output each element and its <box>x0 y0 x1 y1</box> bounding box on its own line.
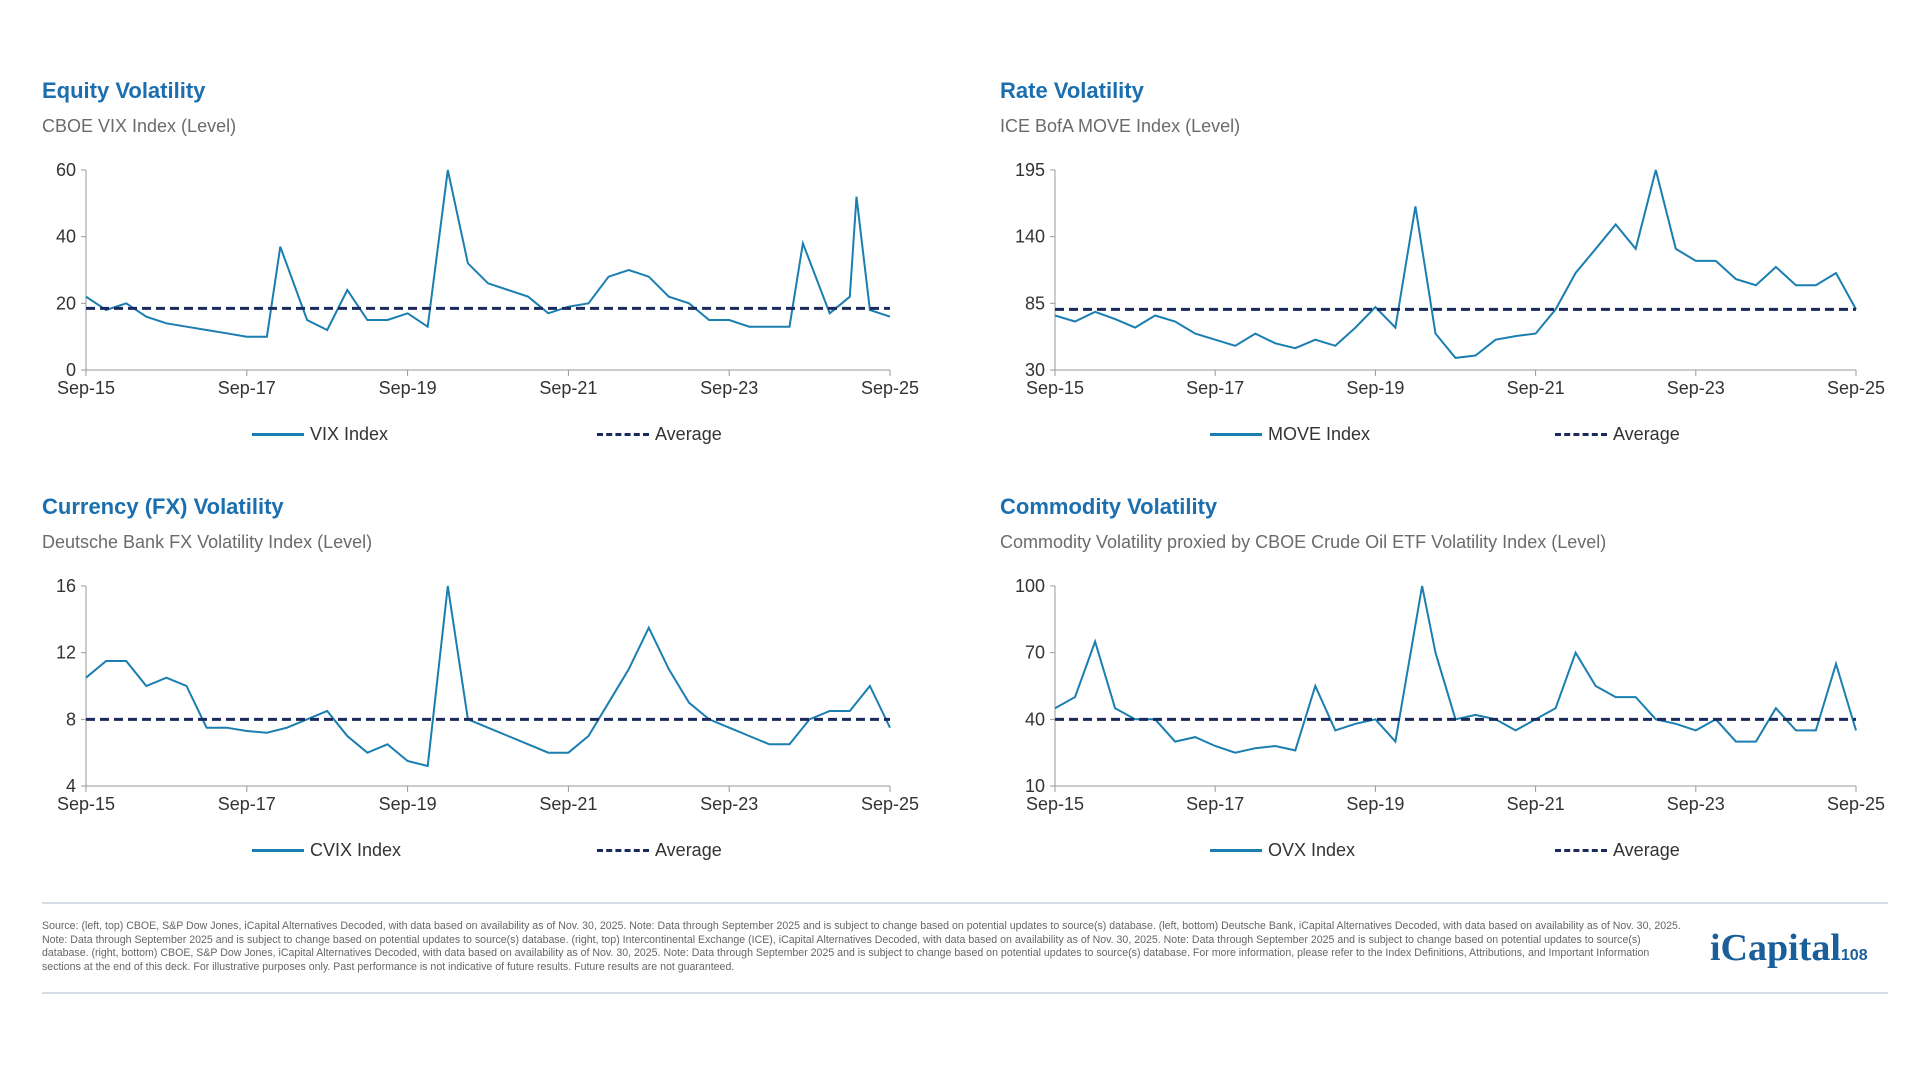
x-tick-label: Sep-23 <box>1667 794 1725 814</box>
x-tick-label: Sep-19 <box>379 378 437 398</box>
chart-subtitle: CBOE VIX Index (Level) <box>42 116 237 136</box>
x-tick-label: Sep-21 <box>1507 794 1565 814</box>
divider <box>42 992 1888 994</box>
y-tick-label: 100 <box>1015 576 1045 596</box>
line-chart: 30 85 140 195 Sep-15 Sep-17 Sep-19 Sep-21 Sep-23… <box>1015 160 1885 398</box>
legend-swatch <box>1555 433 1607 436</box>
y-tick-label: 20 <box>56 293 76 313</box>
chart-title: Commodity Volatility <box>1000 494 1218 519</box>
legend-item-average: Average <box>597 840 722 861</box>
y-tick-label: 4 <box>66 776 76 796</box>
divider <box>42 902 1888 904</box>
x-tick-label: Sep-25 <box>1827 378 1885 398</box>
line-chart: 0 20 40 60 Sep-15 Sep-17 Sep-19 Sep-21 Sep-23 Sep… <box>56 160 919 398</box>
y-tick-label: 10 <box>1025 776 1045 796</box>
legend-swatch <box>597 849 649 852</box>
x-tick-label: Sep-23 <box>700 378 758 398</box>
x-tick-label: Sep-21 <box>1507 378 1565 398</box>
chart-title: Currency (FX) Volatility <box>42 494 284 519</box>
chart-panel: Commodity Volatility Commodity Volatilit… <box>1000 494 1900 914</box>
y-tick-label: 40 <box>56 227 76 247</box>
legend-swatch <box>252 849 304 852</box>
series-line <box>85 169 891 338</box>
y-tick-label: 40 <box>1025 709 1045 729</box>
chart-title: Equity Volatility <box>42 78 206 103</box>
chart-panel: Equity Volatility CBOE VIX Index (Level)… <box>42 78 942 498</box>
legend-swatch <box>1210 433 1262 436</box>
legend-swatch <box>597 433 649 436</box>
legend-item-series: CVIX Index <box>252 840 401 861</box>
legend-item-series: VIX Index <box>252 424 388 445</box>
x-tick-label: Sep-17 <box>218 794 276 814</box>
x-tick-label: Sep-15 <box>57 794 115 814</box>
line-chart: 10 40 70 100 Sep-15 Sep-17 Sep-19 Sep-21 Sep-23 S… <box>1015 576 1885 814</box>
legend-item-series: MOVE Index <box>1210 424 1370 445</box>
x-tick-label: Sep-25 <box>861 378 919 398</box>
x-tick-label: Sep-17 <box>218 378 276 398</box>
y-tick-label: 85 <box>1025 293 1045 313</box>
line-chart: 4 8 12 16 Sep-15 Sep-17 Sep-19 Sep-21 Sep-23 Sep-… <box>56 576 919 814</box>
series-line <box>1054 585 1857 754</box>
x-tick-label: Sep-23 <box>700 794 758 814</box>
y-tick-label: 0 <box>66 360 76 380</box>
y-tick-label: 30 <box>1025 360 1045 380</box>
series-line <box>85 585 891 768</box>
chart-panel: Currency (FX) Volatility Deutsche Bank F… <box>42 494 942 914</box>
chart-subtitle: Deutsche Bank FX Volatility Index (Level… <box>42 532 373 552</box>
y-tick-label: 16 <box>56 576 76 596</box>
chart-title: Rate Volatility <box>1000 78 1144 103</box>
legend-item-average: Average <box>1555 840 1680 861</box>
x-tick-label: Sep-19 <box>1346 378 1404 398</box>
chart-subtitle: ICE BofA MOVE Index (Level) <box>1000 116 1241 136</box>
y-tick-label: 140 <box>1015 227 1045 247</box>
y-tick-label: 8 <box>66 709 76 729</box>
legend-swatch <box>252 433 304 436</box>
chart-subtitle: Commodity Volatility proxied by CBOE Cru… <box>1000 532 1607 552</box>
legend-item-average: Average <box>597 424 722 445</box>
legend-item-average: Average <box>1555 424 1680 445</box>
x-tick-label: Sep-15 <box>57 378 115 398</box>
y-tick-label: 195 <box>1015 160 1045 180</box>
x-tick-label: Sep-23 <box>1667 378 1725 398</box>
series-line <box>1054 169 1857 359</box>
x-tick-label: Sep-17 <box>1186 794 1244 814</box>
icapital-logo: iCapital108 <box>1710 927 1868 969</box>
legend-item-series: OVX Index <box>1210 840 1355 861</box>
y-tick-label: 60 <box>56 160 76 180</box>
chart-panel: Rate Volatility ICE BofA MOVE Index (Lev… <box>1000 78 1900 498</box>
legend-swatch <box>1555 849 1607 852</box>
source-footnote: Source: (left, top) CBOE, S&P Dow Jones,… <box>42 920 1681 973</box>
x-tick-label: Sep-25 <box>1827 794 1885 814</box>
x-tick-label: Sep-19 <box>1346 794 1404 814</box>
x-tick-label: Sep-19 <box>379 794 437 814</box>
x-tick-label: Sep-21 <box>539 794 597 814</box>
x-tick-label: Sep-17 <box>1186 378 1244 398</box>
y-tick-label: 70 <box>1025 643 1045 663</box>
x-tick-label: Sep-15 <box>1026 794 1084 814</box>
x-tick-label: Sep-15 <box>1026 378 1084 398</box>
y-tick-label: 12 <box>56 643 76 663</box>
page-number: 108 <box>1840 947 1868 964</box>
x-tick-label: Sep-21 <box>539 378 597 398</box>
legend-swatch <box>1210 849 1262 852</box>
x-tick-label: Sep-25 <box>861 794 919 814</box>
